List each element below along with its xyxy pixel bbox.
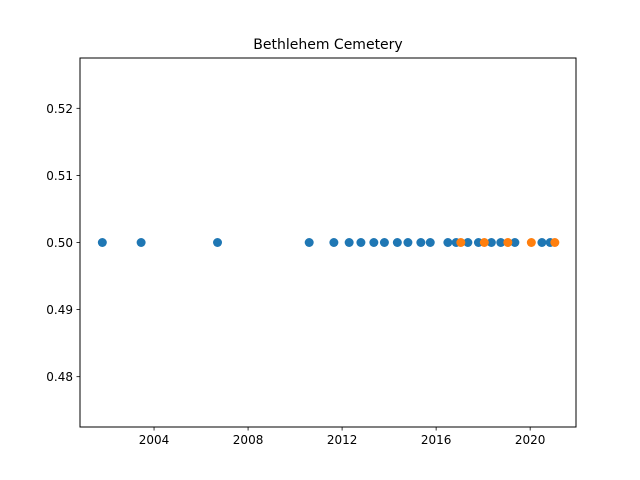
data-point	[526, 238, 536, 247]
data-point	[503, 238, 513, 247]
data-point	[443, 238, 453, 247]
x-tick-label: 2020	[515, 433, 546, 447]
data-point	[496, 238, 506, 247]
x-axis: 2004 2008 2012 2016 2020	[139, 427, 546, 447]
data-point	[369, 238, 379, 247]
data-point	[550, 238, 560, 247]
y-tick-label: 0.50	[46, 236, 73, 250]
data-point	[379, 238, 389, 247]
x-tick-label: 2008	[233, 433, 264, 447]
x-tick-label: 2012	[327, 433, 358, 447]
chart-title: Bethlehem Cemetery	[253, 37, 402, 53]
data-point	[213, 238, 223, 247]
data-point	[416, 238, 426, 247]
y-tick-label: 0.51	[46, 169, 73, 183]
data-point	[456, 238, 466, 247]
data-point	[510, 238, 520, 247]
data-point	[486, 238, 496, 247]
data-point	[425, 238, 435, 247]
data-point	[136, 238, 146, 247]
data-point	[392, 238, 402, 247]
data-point	[97, 238, 107, 247]
data-point	[329, 238, 339, 247]
data-point	[403, 238, 413, 247]
y-axis: 0.48 0.49 0.50 0.51 0.52	[46, 102, 80, 384]
data-point	[356, 238, 366, 247]
y-tick-label: 0.49	[46, 303, 73, 317]
plot-frame	[79, 57, 577, 428]
data-point	[479, 238, 489, 247]
data-point	[304, 238, 314, 247]
data-points	[97, 238, 560, 247]
x-tick-label: 2016	[421, 433, 452, 447]
x-tick-label: 2004	[139, 433, 170, 447]
y-tick-label: 0.48	[46, 370, 73, 384]
y-tick-label: 0.52	[46, 102, 73, 116]
data-point	[344, 238, 354, 247]
data-point	[463, 238, 473, 247]
data-point	[537, 238, 547, 247]
